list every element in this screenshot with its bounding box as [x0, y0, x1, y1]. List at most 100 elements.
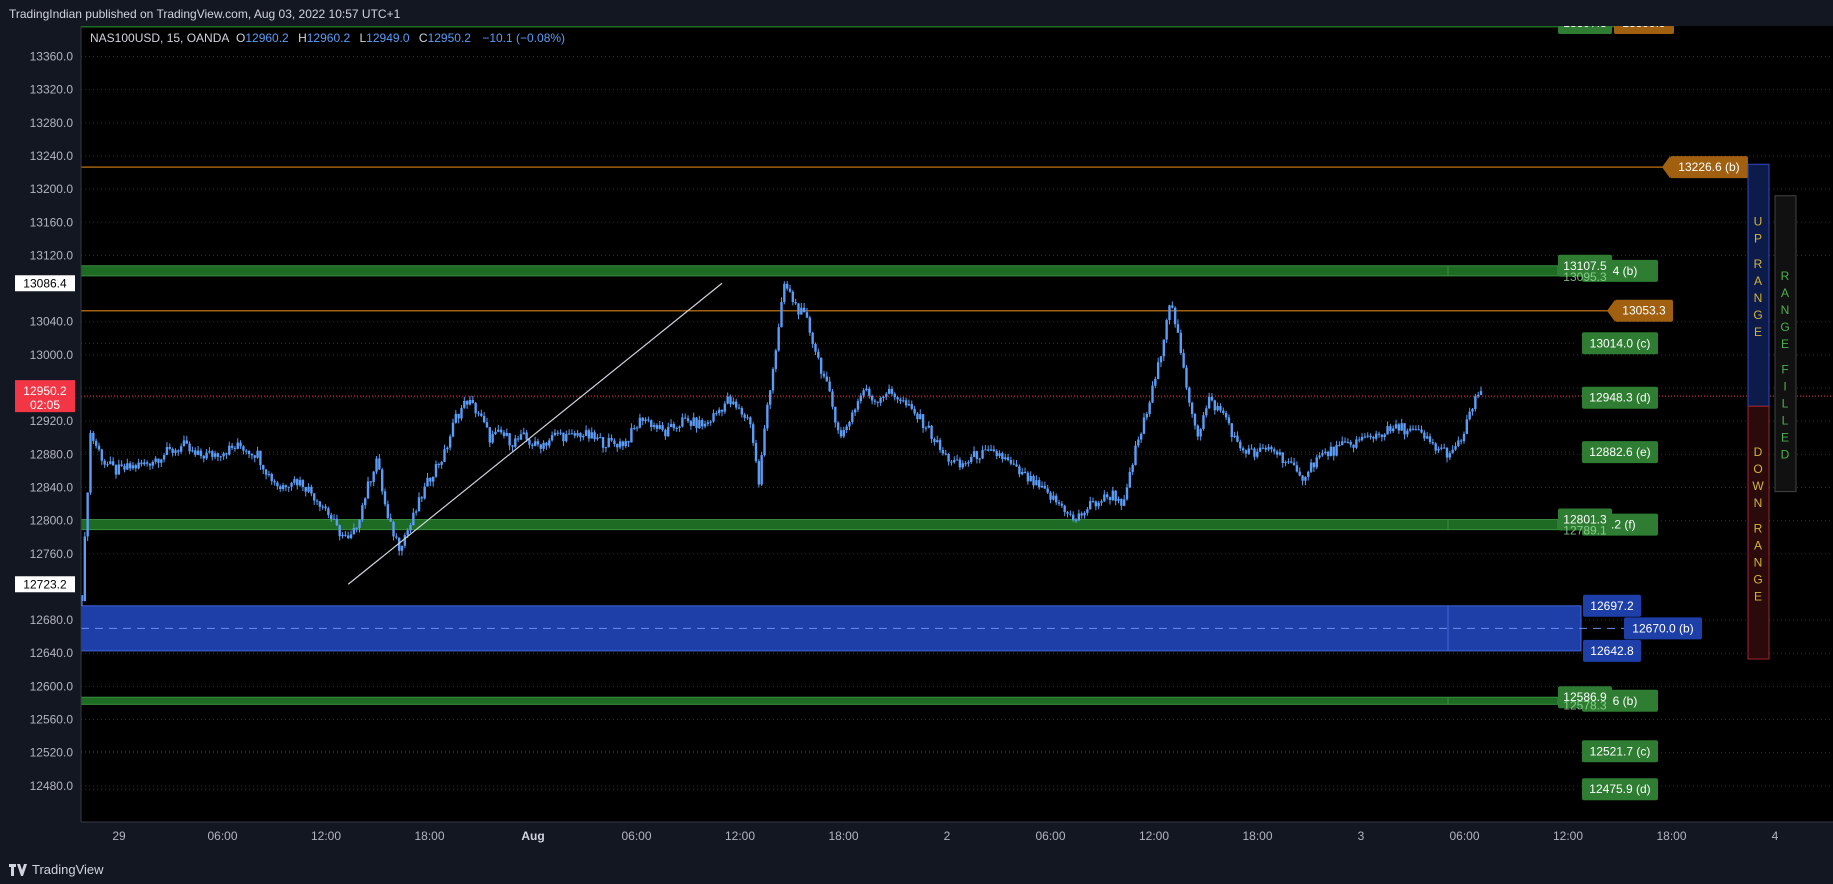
candle-body	[287, 486, 290, 488]
candle-body	[468, 399, 472, 405]
y-axis[interactable]: 13360.0 13320.0 13280.0 13240.0 13200.0 13160…	[15, 26, 82, 822]
x-tick-label: Aug	[521, 829, 544, 843]
candle-body	[1006, 457, 1010, 461]
high-value: 12960.2	[307, 31, 351, 45]
x-axis[interactable]: 29 06:00 12:00 18:00 Aug 06:00 12:00 18:00 2 06:0…	[81, 821, 1833, 843]
candle-body	[1244, 450, 1248, 454]
high-badge-bg	[15, 275, 75, 292]
candle-body	[1273, 449, 1276, 452]
candle-body	[1227, 417, 1231, 424]
candle-body	[1210, 396, 1214, 401]
candle-body	[1023, 471, 1027, 473]
candle-body	[219, 456, 222, 458]
y-tick-label: 13120.0	[30, 248, 74, 262]
candle-body	[140, 462, 143, 465]
candle-body	[1131, 465, 1134, 472]
candle-body	[938, 440, 942, 450]
price-chart[interactable]: 13226.6 (b) 13053.3 13014.0 (c) 12948.3 (d)…	[0, 26, 1833, 855]
candle-body	[1270, 447, 1273, 450]
trend-line[interactable]	[347, 282, 723, 585]
x-tick-label: 18:00	[1242, 829, 1272, 843]
candle-body	[1049, 492, 1052, 500]
candle-body	[678, 426, 681, 428]
candle-body	[1026, 472, 1030, 482]
candle-body	[896, 397, 899, 400]
candle-body	[930, 425, 933, 439]
candle-body	[726, 396, 729, 404]
candle-body	[514, 438, 517, 447]
candle-body	[313, 493, 316, 501]
candle-body	[1171, 305, 1174, 308]
candle-body	[1471, 409, 1474, 412]
candle-body	[684, 417, 687, 419]
level-label-pointer	[1607, 299, 1615, 322]
candle-body	[737, 407, 741, 409]
candle-body	[599, 437, 602, 439]
x-tick-label: 2	[944, 829, 951, 843]
candle-body	[1224, 412, 1228, 418]
candle-body	[565, 434, 568, 442]
candle-body	[126, 463, 129, 470]
candle-body	[1352, 444, 1355, 448]
candle-body	[1292, 462, 1296, 466]
candle-body	[216, 453, 220, 457]
candle-body	[817, 351, 820, 358]
candle-body	[751, 424, 755, 443]
candle-body	[695, 417, 698, 429]
candle-body	[1377, 433, 1381, 435]
candle-body	[734, 401, 738, 408]
level-label-bg	[1582, 386, 1658, 409]
candle-body	[474, 402, 477, 414]
top-cut-label-b-bg	[1614, 26, 1674, 34]
x-tick-label: 06:00	[1035, 829, 1065, 843]
candle-body	[168, 447, 171, 449]
candle-body	[1431, 442, 1435, 444]
candle-body	[145, 462, 149, 464]
candle-body	[1247, 448, 1250, 454]
candle-body	[1349, 442, 1352, 445]
candle-body	[256, 450, 259, 458]
candle-body	[1445, 447, 1449, 458]
x-tick-label: 29	[112, 829, 126, 843]
y-tick-label: 13040.0	[30, 315, 74, 329]
candle-body	[143, 462, 146, 465]
zone-top-label: 12801.3	[1563, 513, 1607, 527]
candle-body	[808, 317, 812, 333]
candle-body	[171, 448, 174, 453]
candle-body	[276, 482, 279, 487]
candle-body	[1216, 406, 1219, 411]
candle-body	[907, 404, 911, 406]
candle-body	[828, 381, 831, 392]
candle-body	[1332, 446, 1335, 456]
up-range-char: A	[1754, 274, 1762, 288]
zone-rect	[80, 696, 1559, 705]
tradingview-logo-icon[interactable]	[9, 864, 27, 879]
candle-body	[349, 534, 353, 539]
candle-body	[1476, 394, 1480, 397]
candlestick-series[interactable]	[80, 281, 1483, 606]
top-cut-label-a-bg	[1558, 26, 1612, 34]
candle-body	[279, 486, 282, 489]
candle-body	[876, 401, 879, 403]
candle-body	[664, 429, 667, 437]
candle-body	[887, 388, 891, 394]
zone-top-label-bg	[1583, 594, 1641, 617]
range-filled-char: L	[1782, 414, 1789, 428]
level-label: 13014.0 (c)	[1590, 336, 1651, 350]
brand-name[interactable]: TradingView	[32, 862, 104, 877]
low-value: 12949.0	[366, 31, 410, 45]
y-tick-label: 13200.0	[30, 182, 74, 196]
candle-body	[460, 407, 463, 419]
candle-body	[355, 527, 358, 529]
candle-body	[624, 441, 627, 447]
plot-area[interactable]	[81, 26, 1833, 822]
candle-body	[545, 442, 548, 446]
level-labels: 13226.6 (b) 13053.3 13014.0 (c) 12948.3 (d)…	[1558, 26, 1748, 801]
candle-body	[1029, 475, 1032, 482]
low-badge: 12723.2	[23, 577, 67, 591]
candle-body	[1182, 353, 1185, 368]
top-cut-label-a: 13397.3	[1563, 26, 1607, 30]
x-tick-label: 18:00	[828, 829, 858, 843]
candle-body	[1287, 461, 1290, 463]
candle-body	[618, 441, 622, 448]
